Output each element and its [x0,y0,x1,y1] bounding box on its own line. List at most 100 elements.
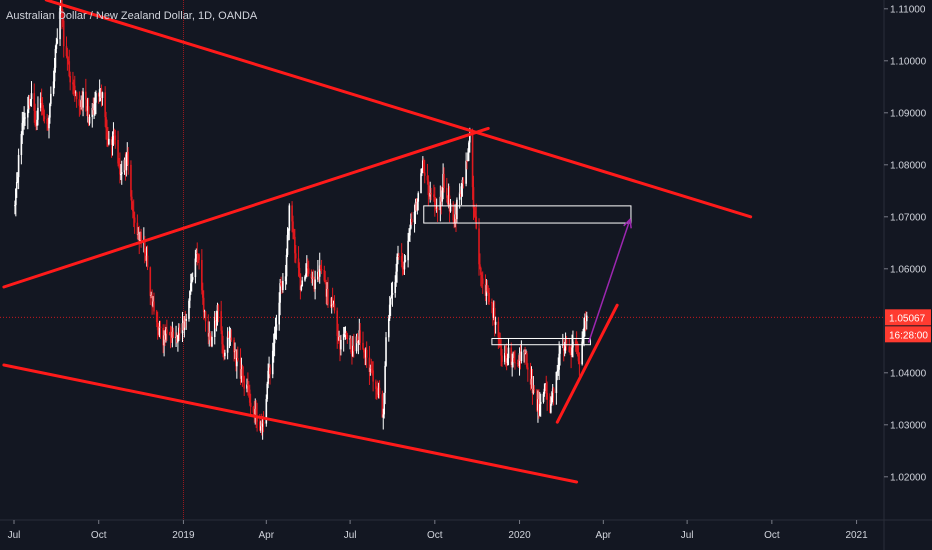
candle-body [222,344,224,350]
candle [331,287,334,309]
candle [504,345,507,367]
candle-body [381,394,384,418]
candle [517,355,520,368]
candle-body [131,196,133,210]
candle [243,375,246,396]
candle-body [91,107,94,117]
projection-arrow-head[interactable] [623,217,632,229]
candle [459,189,462,198]
candle [480,272,483,288]
candle-body [288,205,291,231]
candle-body [130,164,132,197]
candle-body [485,285,488,296]
candle [403,254,406,275]
drawings-layer[interactable] [2,0,753,484]
candle [87,97,90,127]
time-tick-label: Jul [344,530,357,541]
trendline[interactable] [44,0,753,219]
candle [55,37,58,54]
candle-body [433,194,435,198]
candle [582,329,584,344]
candle-body [298,267,301,274]
candle [211,331,213,348]
candle [332,300,335,308]
candle-body [246,384,248,389]
candle [235,349,237,372]
candle-body [462,179,465,184]
candle-body [150,294,153,296]
candle [422,158,425,174]
candle-body [155,311,158,323]
candle [391,281,394,307]
candle [377,382,380,399]
candle [333,295,336,314]
candle [172,327,175,339]
candle [278,292,280,331]
candle-body [68,61,71,77]
zone-rectangle[interactable] [423,205,632,224]
candle-body [370,367,373,369]
zone-rectangle[interactable] [491,337,591,346]
candle [533,385,536,393]
trendline[interactable] [2,126,490,289]
candle [24,112,26,126]
candle-body [358,330,361,341]
candle [479,253,481,270]
candle [68,49,71,78]
candle-body [95,93,97,103]
candle-body [568,346,571,353]
candle [34,103,36,127]
candle [372,361,374,392]
candle [229,327,232,346]
candle [226,327,229,360]
trendline[interactable] [2,363,579,484]
candle [558,341,560,380]
candle-body [247,384,249,386]
candle-body [429,192,432,197]
candle-body [291,205,293,222]
candle-body [327,288,329,305]
candle-body [488,292,490,302]
candle-body [228,337,231,339]
candle-body [565,339,568,347]
candle [106,119,108,147]
candle-body [511,361,513,366]
candle [272,333,275,363]
candle-body [278,302,280,325]
candle [98,79,101,102]
candle [120,160,123,185]
candle-body [478,228,480,265]
candle [198,253,200,270]
trendline[interactable] [555,303,619,424]
candle [520,340,523,364]
candle-body [172,331,175,339]
candle-body [163,335,165,346]
candle-body [112,134,115,140]
candle [506,353,509,366]
candle-body [252,406,255,413]
candle-body [459,192,462,195]
projection-arrow-shaft[interactable] [587,219,631,343]
candle-body [350,338,352,353]
candle [29,98,32,107]
candle [166,319,168,342]
candle [62,11,65,58]
candle-body [74,92,77,94]
candle-body [28,99,31,106]
candle [401,252,404,276]
candle [159,320,162,339]
candle-body [513,357,515,363]
candle-body [530,378,533,385]
candle-body [421,169,423,174]
candle-body [93,104,95,111]
candle-body [139,232,141,242]
candle-body [529,369,532,385]
candle-body [124,159,127,171]
candle-body [336,310,339,336]
candle [544,382,547,391]
candle [537,390,539,423]
candle-body [73,84,75,86]
candle-body [23,117,25,121]
candle [216,302,219,326]
